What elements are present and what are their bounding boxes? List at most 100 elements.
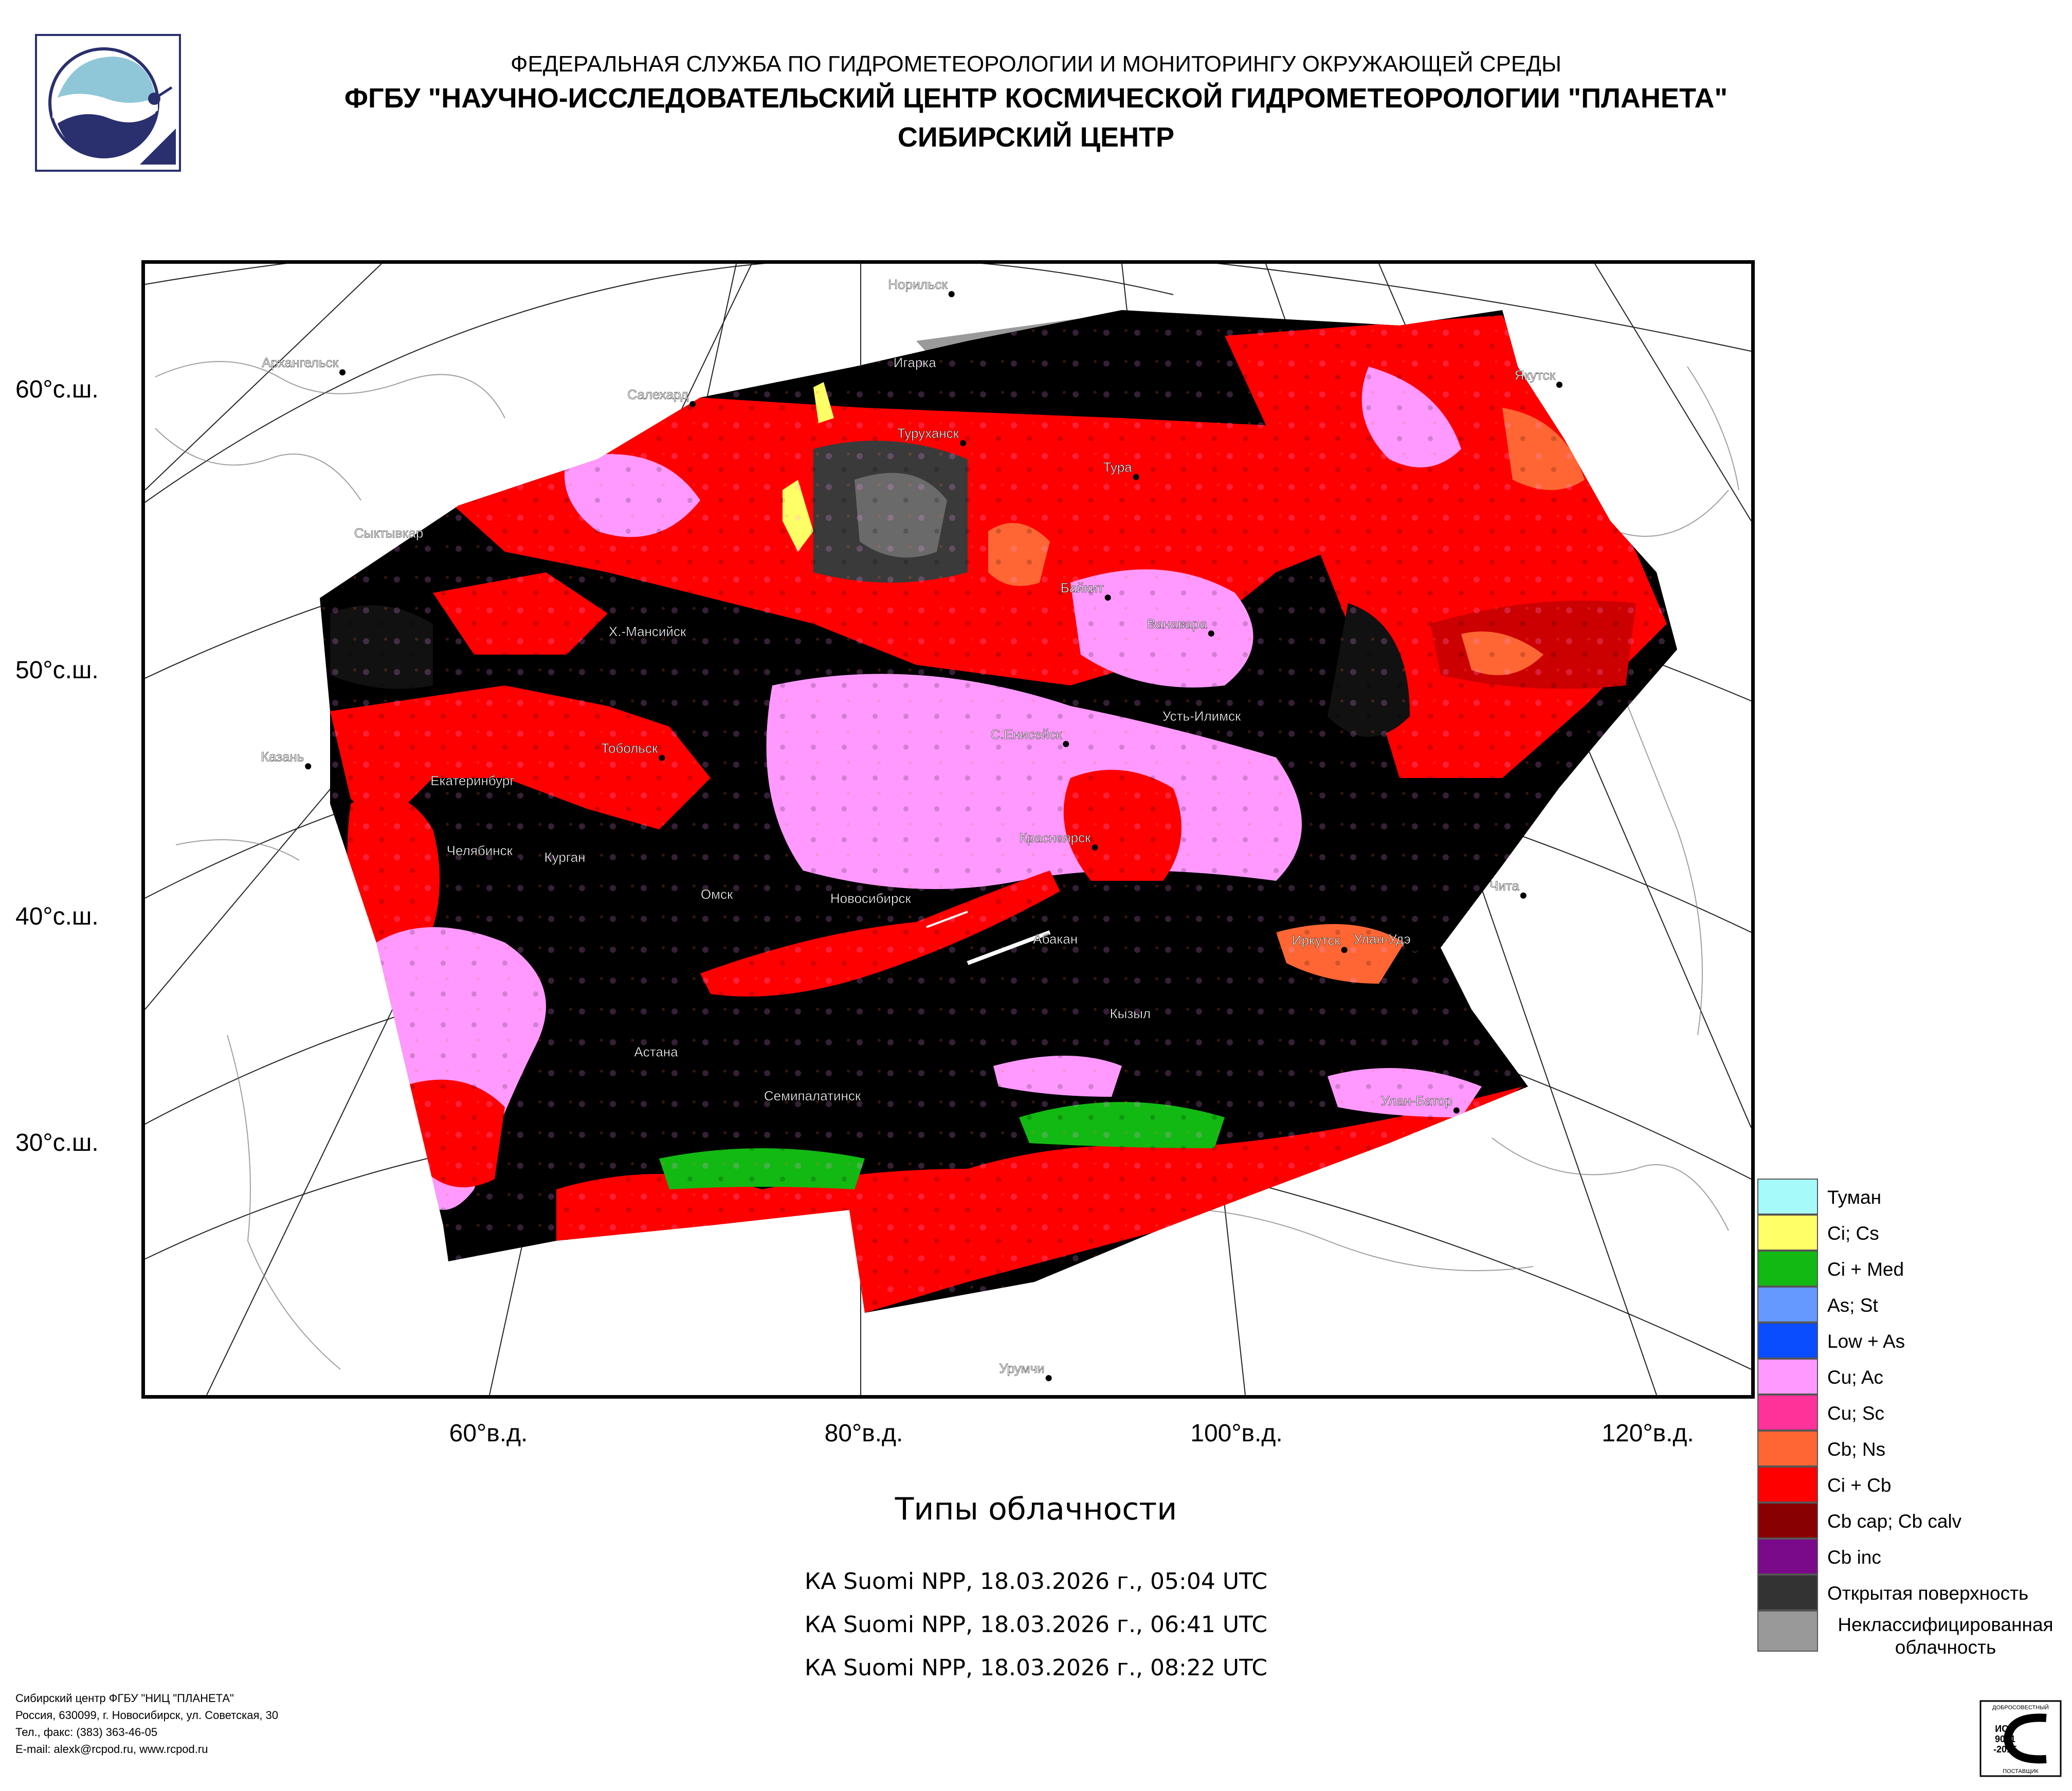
city-label: Курган	[544, 849, 585, 865]
city-dot	[1341, 947, 1348, 953]
legend-item: Low + As	[1757, 1323, 2066, 1359]
city-label: Туруханск	[897, 426, 959, 441]
legend-item: Cu; Sc	[1757, 1395, 2066, 1431]
city-dot	[1453, 1107, 1460, 1114]
city-dot	[734, 901, 740, 908]
city-label: Салехард	[627, 387, 688, 402]
city-dot	[687, 638, 694, 645]
legend-item: Ci + Med	[1757, 1251, 2066, 1287]
legend-label: Cu; Ac	[1827, 1367, 1883, 1388]
legend-swatch	[1757, 1287, 1818, 1323]
city-label: Семипалатинск	[764, 1088, 861, 1103]
cloud-type-map: ДиксонСабетаНорильскАрхангельскСалехардИ…	[141, 260, 1755, 1399]
map-canvas: ДиксонСабетаНорильскАрхангельскСалехардИ…	[145, 264, 1751, 1395]
legend-item: Cb; Ns	[1757, 1431, 2066, 1467]
city-dot	[912, 905, 918, 912]
legend-swatch	[1757, 1179, 1818, 1215]
iso-top-text: ДОБРОСОВЕСТНЫЙ	[1992, 1704, 2049, 1711]
city-dot	[948, 291, 955, 297]
city-marker: Туруханск	[897, 425, 967, 446]
city-dot	[1133, 474, 1139, 480]
legend-label: As; St	[1827, 1295, 1878, 1316]
legend-swatch	[1757, 1395, 1818, 1431]
legend-label: Неклассифицированная облачность	[1838, 1614, 2053, 1658]
city-marker: Екатеринбург	[430, 773, 522, 794]
footer-address: Россия, 630099, г. Новосибирск, ул. Сове…	[15, 1709, 279, 1722]
legend-item: Cu; Ac	[1757, 1359, 2066, 1395]
city-label: Тобольск	[601, 740, 658, 756]
city-dot	[1242, 722, 1248, 729]
lon-label-120: 120°в.д.	[1602, 1420, 1694, 1447]
legend-item: Ci + Cb	[1757, 1467, 2066, 1503]
city-label: Новосибирск	[830, 891, 912, 906]
city-label: Игарка	[894, 355, 936, 370]
city-marker: Новосибирск	[830, 891, 918, 912]
city-label: Байкит	[1061, 580, 1104, 595]
legend-swatch	[1757, 1251, 1818, 1287]
city-dot	[1556, 382, 1562, 388]
lon-label-60: 60°в.д.	[449, 1420, 528, 1447]
city-label: Улан-Батор	[1381, 1093, 1452, 1109]
legend-item: Cb inc	[1757, 1539, 2066, 1575]
city-marker: Тура	[1103, 459, 1139, 480]
city-label: Х.-Мансийск	[609, 624, 686, 639]
map-title: Типы облачности	[895, 1491, 1177, 1527]
city-marker: Казань	[261, 749, 312, 770]
city-dot	[689, 401, 696, 407]
legend-item: Открытая поверхность	[1757, 1575, 2066, 1611]
city-marker: Красноярск	[1019, 830, 1098, 851]
city-marker: Якутск	[1514, 367, 1562, 388]
legend-label: Cb inc	[1827, 1547, 1881, 1568]
city-label: Иркутск	[1292, 932, 1340, 948]
city-label: Архангельск	[262, 355, 338, 370]
legend-label: Cb; Ns	[1827, 1439, 1886, 1460]
lat-label-50: 50°с.ш.	[15, 657, 99, 684]
legend: Туман Ci; Cs Ci + Med As; St Low + As Cu; Ac C…	[1757, 1179, 2066, 1658]
agency-name: ФЕДЕРАЛЬНАЯ СЛУЖБА ПО ГИДРОМЕТЕОРОЛОГИИ …	[511, 51, 1561, 77]
lon-label-100: 100°в.д.	[1190, 1420, 1283, 1447]
satellite-swath	[320, 310, 1677, 1313]
lat-label-60: 60°с.ш.	[15, 376, 99, 403]
footer-contacts: Сибирский центр ФГБУ "НИЦ "ПЛАНЕТА" Росс…	[15, 1690, 278, 1758]
footer-email: E-mail: alexk@rcpod.ru, www.rcpod.ru	[15, 1743, 208, 1756]
city-marker: Абакан	[1033, 931, 1085, 952]
iso-certificate-icon: ДОБРОСОВЕСТНЫЙ ИСО 9001 -2015 ПОСТАВЩИК	[1979, 1700, 2062, 1777]
city-marker: Архангельск	[262, 355, 346, 376]
city-marker: Улан-Удэ	[1354, 931, 1418, 952]
lat-label-30: 30°с.ш.	[15, 1129, 99, 1156]
city-label: Якутск	[1514, 367, 1555, 383]
lon-label-80: 80°в.д.	[824, 1420, 903, 1447]
city-dot	[1520, 892, 1526, 899]
pass-3: КА Suomi NPP, 18.03.2026 г., 08:22 UTC	[804, 1655, 1268, 1681]
city-dot	[1104, 594, 1111, 601]
legend-swatch	[1757, 1539, 1818, 1575]
city-dot	[659, 754, 665, 761]
city-dot	[514, 857, 520, 863]
legend-item: Туман	[1757, 1179, 2066, 1215]
city-marker: Кызыл	[1110, 1006, 1158, 1026]
city-dot	[339, 369, 346, 376]
legend-swatch	[1757, 1503, 1818, 1539]
city-marker: С.Енисейск	[990, 727, 1069, 747]
city-label: Сыктывкар	[354, 526, 423, 541]
city-marker: Чита	[1489, 878, 1526, 899]
city-dot	[679, 1058, 685, 1065]
footer-org: Сибирский центр ФГБУ "НИЦ "ПЛАНЕТА"	[15, 1692, 234, 1705]
legend-label: Cu; Sc	[1827, 1403, 1885, 1424]
city-marker: Тобольск	[601, 740, 665, 761]
city-label: Чита	[1489, 878, 1519, 894]
legend-label: Ci + Med	[1827, 1259, 1904, 1280]
iso-line3: -2015	[1993, 1744, 2017, 1754]
legend-swatch	[1757, 1215, 1818, 1251]
city-marker: Астана	[634, 1044, 685, 1065]
legend-item: Cb cap; Cb calv	[1757, 1503, 2066, 1539]
city-marker: Семипалатинск	[764, 1088, 868, 1109]
city-dot	[586, 863, 593, 870]
legend-swatch	[1757, 1611, 1818, 1652]
city-label: Екатеринбург	[430, 773, 515, 788]
city-dot	[424, 539, 431, 546]
city-dot	[937, 369, 943, 376]
track-line-2	[926, 911, 968, 928]
pass-1: КА Suomi NPP, 18.03.2026 г., 05:04 UTC	[804, 1568, 1268, 1595]
city-marker: Х.-Мансийск	[609, 624, 694, 645]
